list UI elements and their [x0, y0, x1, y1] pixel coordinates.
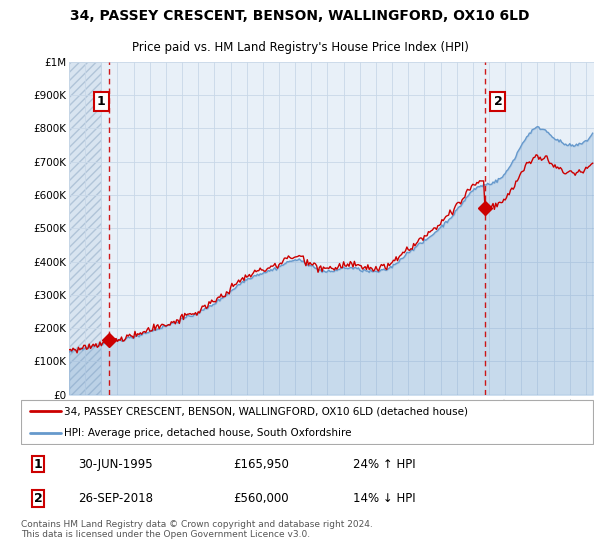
Text: 2: 2	[34, 492, 43, 505]
Text: £560,000: £560,000	[233, 492, 289, 505]
Text: 24% ↑ HPI: 24% ↑ HPI	[353, 458, 416, 470]
Text: 34, PASSEY CRESCENT, BENSON, WALLINGFORD, OX10 6LD: 34, PASSEY CRESCENT, BENSON, WALLINGFORD…	[70, 9, 530, 23]
Text: £165,950: £165,950	[233, 458, 289, 470]
Text: 1: 1	[34, 458, 43, 470]
Text: 14% ↓ HPI: 14% ↓ HPI	[353, 492, 416, 505]
Text: 34, PASSEY CRESCENT, BENSON, WALLINGFORD, OX10 6LD (detached house): 34, PASSEY CRESCENT, BENSON, WALLINGFORD…	[64, 406, 468, 416]
Bar	[69, 62, 101, 395]
Text: 1: 1	[97, 95, 106, 108]
FancyBboxPatch shape	[21, 400, 593, 444]
Text: 2: 2	[494, 95, 502, 108]
Text: Price paid vs. HM Land Registry's House Price Index (HPI): Price paid vs. HM Land Registry's House …	[131, 41, 469, 54]
Text: 26-SEP-2018: 26-SEP-2018	[79, 492, 154, 505]
Text: HPI: Average price, detached house, South Oxfordshire: HPI: Average price, detached house, Sout…	[64, 428, 352, 438]
Text: 30-JUN-1995: 30-JUN-1995	[79, 458, 153, 470]
Text: Contains HM Land Registry data © Crown copyright and database right 2024.
This d: Contains HM Land Registry data © Crown c…	[21, 520, 373, 539]
